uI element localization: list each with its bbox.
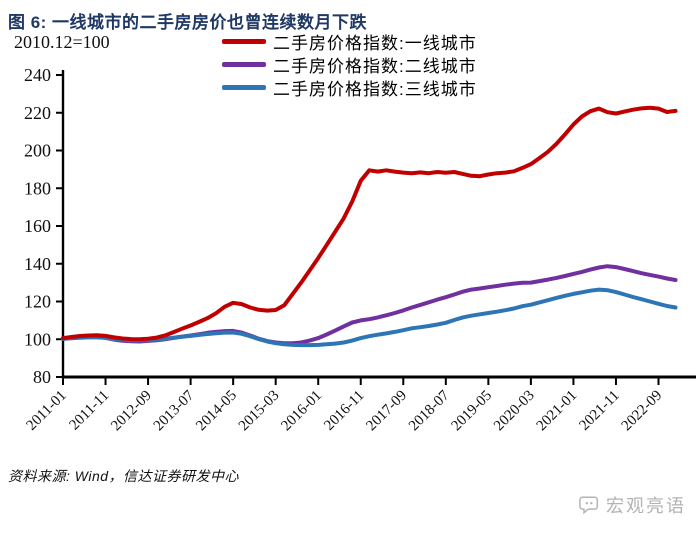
series-line-third-tier — [61, 287, 678, 348]
watermark: 宏观亮语 — [579, 492, 686, 518]
y-tick-label: 200 — [24, 141, 51, 161]
y-tick-label: 140 — [24, 254, 51, 274]
first-tier-line-swatch — [222, 39, 266, 44]
x-tick-label: 2018-07 — [406, 387, 453, 434]
data-source-note: 资料来源: Wind，信达证券研发中心 — [8, 468, 240, 484]
x-tick-label: 2016-11 — [321, 388, 367, 434]
x-tick-label: 2020-03 — [491, 388, 538, 435]
x-tick-label: 2013-07 — [151, 387, 198, 434]
x-tick-label: 2016-01 — [278, 388, 325, 435]
second-tier-line-swatch — [222, 62, 266, 67]
x-tick-group: 2011-012011-112012-092013-072014-052015-… — [24, 377, 666, 435]
series-line-second-tier — [61, 264, 678, 346]
x-tick-label: 2011-01 — [24, 388, 70, 434]
x-tick-label: 2011-11 — [66, 388, 112, 434]
figure-title: 图 6: 一线城市的二手房房价也曾连续数月下跌 — [8, 13, 368, 32]
x-tick-label: 2014-05 — [193, 388, 240, 435]
watermark-text: 宏观亮语 — [606, 496, 686, 516]
x-tick-label: 2021-01 — [534, 388, 581, 435]
index-base-note: 2010.12=100 — [14, 32, 110, 52]
third-tier-line-swatch — [222, 85, 266, 90]
y-tick-label: 220 — [24, 103, 51, 123]
x-tick-label: 2022-09 — [619, 388, 666, 435]
legend-label-third-tier: 二手房价格指数:三线城市 — [273, 80, 477, 99]
y-tick-label: 180 — [24, 178, 51, 198]
x-tick-label: 2017-09 — [363, 388, 410, 435]
series-line-first-tier — [61, 105, 678, 342]
y-tick-label: 80 — [33, 367, 51, 387]
x-tick-label: 2012-09 — [108, 388, 155, 435]
legend-label-first-tier: 二手房价格指数:一线城市 — [273, 34, 477, 53]
chart-legend: 二手房价格指数:一线城市 二手房价格指数:二线城市 二手房价格指数:三线城市 — [222, 30, 477, 99]
y-tick-label: 160 — [24, 216, 51, 236]
axes — [61, 70, 696, 379]
legend-item-third-tier: 二手房价格指数:三线城市 — [222, 76, 477, 99]
legend-label-second-tier: 二手房价格指数:二线城市 — [273, 57, 477, 76]
x-tick-label: 2021-11 — [577, 388, 623, 434]
legend-item-second-tier: 二手房价格指数:二线城市 — [222, 53, 477, 76]
legend-item-first-tier: 二手房价格指数:一线城市 — [222, 30, 477, 53]
y-tick-label: 120 — [24, 292, 51, 312]
wechat-icon — [579, 496, 599, 515]
y-tick-group: 80 100 120 140 160 180 200 220 240 — [24, 65, 63, 387]
y-tick-label: 100 — [24, 329, 51, 349]
x-tick-label: 2019-05 — [449, 388, 496, 435]
y-tick-label: 240 — [24, 65, 51, 85]
x-tick-label: 2015-03 — [236, 388, 283, 435]
